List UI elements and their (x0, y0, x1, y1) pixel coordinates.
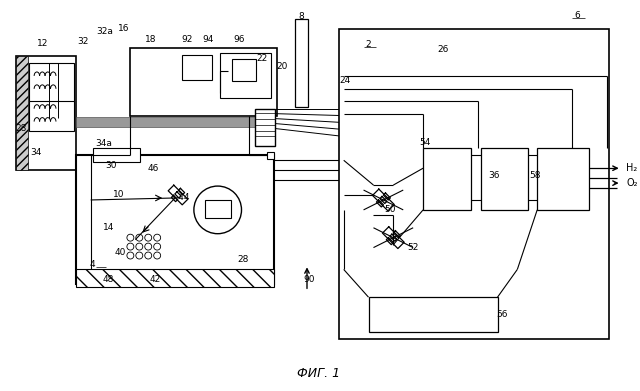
Text: 32a: 32a (96, 27, 113, 36)
Text: 34: 34 (31, 148, 42, 157)
Text: 28: 28 (15, 124, 27, 133)
Text: 12: 12 (37, 39, 49, 48)
Text: 20: 20 (276, 61, 288, 70)
Text: O₂: O₂ (627, 178, 638, 188)
Bar (131, 48, 277, 116)
Bar (255, 109, 275, 146)
Bar (76, 269, 275, 287)
Bar (205, 200, 230, 218)
Text: H₂: H₂ (627, 163, 637, 173)
Text: 96: 96 (234, 35, 245, 44)
Text: 14: 14 (103, 223, 114, 232)
Bar (220, 53, 271, 98)
Bar (295, 20, 308, 107)
Text: 2: 2 (365, 39, 371, 49)
Text: 52: 52 (408, 243, 419, 252)
Bar (268, 152, 275, 159)
Text: 48: 48 (103, 275, 114, 284)
Text: 32: 32 (77, 37, 88, 46)
Bar (29, 63, 74, 118)
Bar (369, 297, 497, 332)
Text: 28: 28 (238, 255, 249, 264)
Bar (182, 55, 212, 80)
Bar (29, 101, 74, 131)
Text: 10: 10 (113, 190, 124, 199)
Text: 58: 58 (529, 170, 541, 179)
Text: 8: 8 (298, 12, 304, 21)
Text: 6: 6 (574, 11, 580, 20)
Text: 40: 40 (115, 248, 126, 257)
Bar (232, 59, 257, 81)
Text: 30: 30 (105, 161, 116, 170)
Text: 90: 90 (303, 275, 315, 284)
Text: 36: 36 (489, 170, 500, 179)
Bar (76, 155, 275, 284)
Text: 94: 94 (202, 35, 214, 44)
Text: 16: 16 (118, 24, 129, 33)
Bar (423, 148, 470, 210)
Text: 46: 46 (147, 164, 159, 173)
Bar (481, 148, 528, 210)
Bar (93, 148, 140, 162)
Text: 92: 92 (181, 35, 193, 44)
Text: 24: 24 (339, 76, 350, 85)
Text: 34a: 34a (95, 139, 112, 148)
Text: 22: 22 (257, 54, 268, 63)
Text: 26: 26 (437, 45, 449, 54)
Bar (76, 117, 262, 127)
Text: -44: -44 (176, 194, 190, 203)
Text: ФИГ. 1: ФИГ. 1 (298, 367, 340, 380)
Bar (537, 148, 589, 210)
Text: 50: 50 (385, 205, 396, 214)
Bar (16, 56, 28, 170)
Bar (16, 56, 76, 170)
Text: 54: 54 (419, 138, 431, 147)
Text: 56: 56 (497, 310, 508, 319)
Text: 42: 42 (150, 275, 161, 284)
Text: 4: 4 (90, 260, 95, 269)
Bar (339, 29, 609, 339)
Text: 18: 18 (145, 35, 156, 44)
